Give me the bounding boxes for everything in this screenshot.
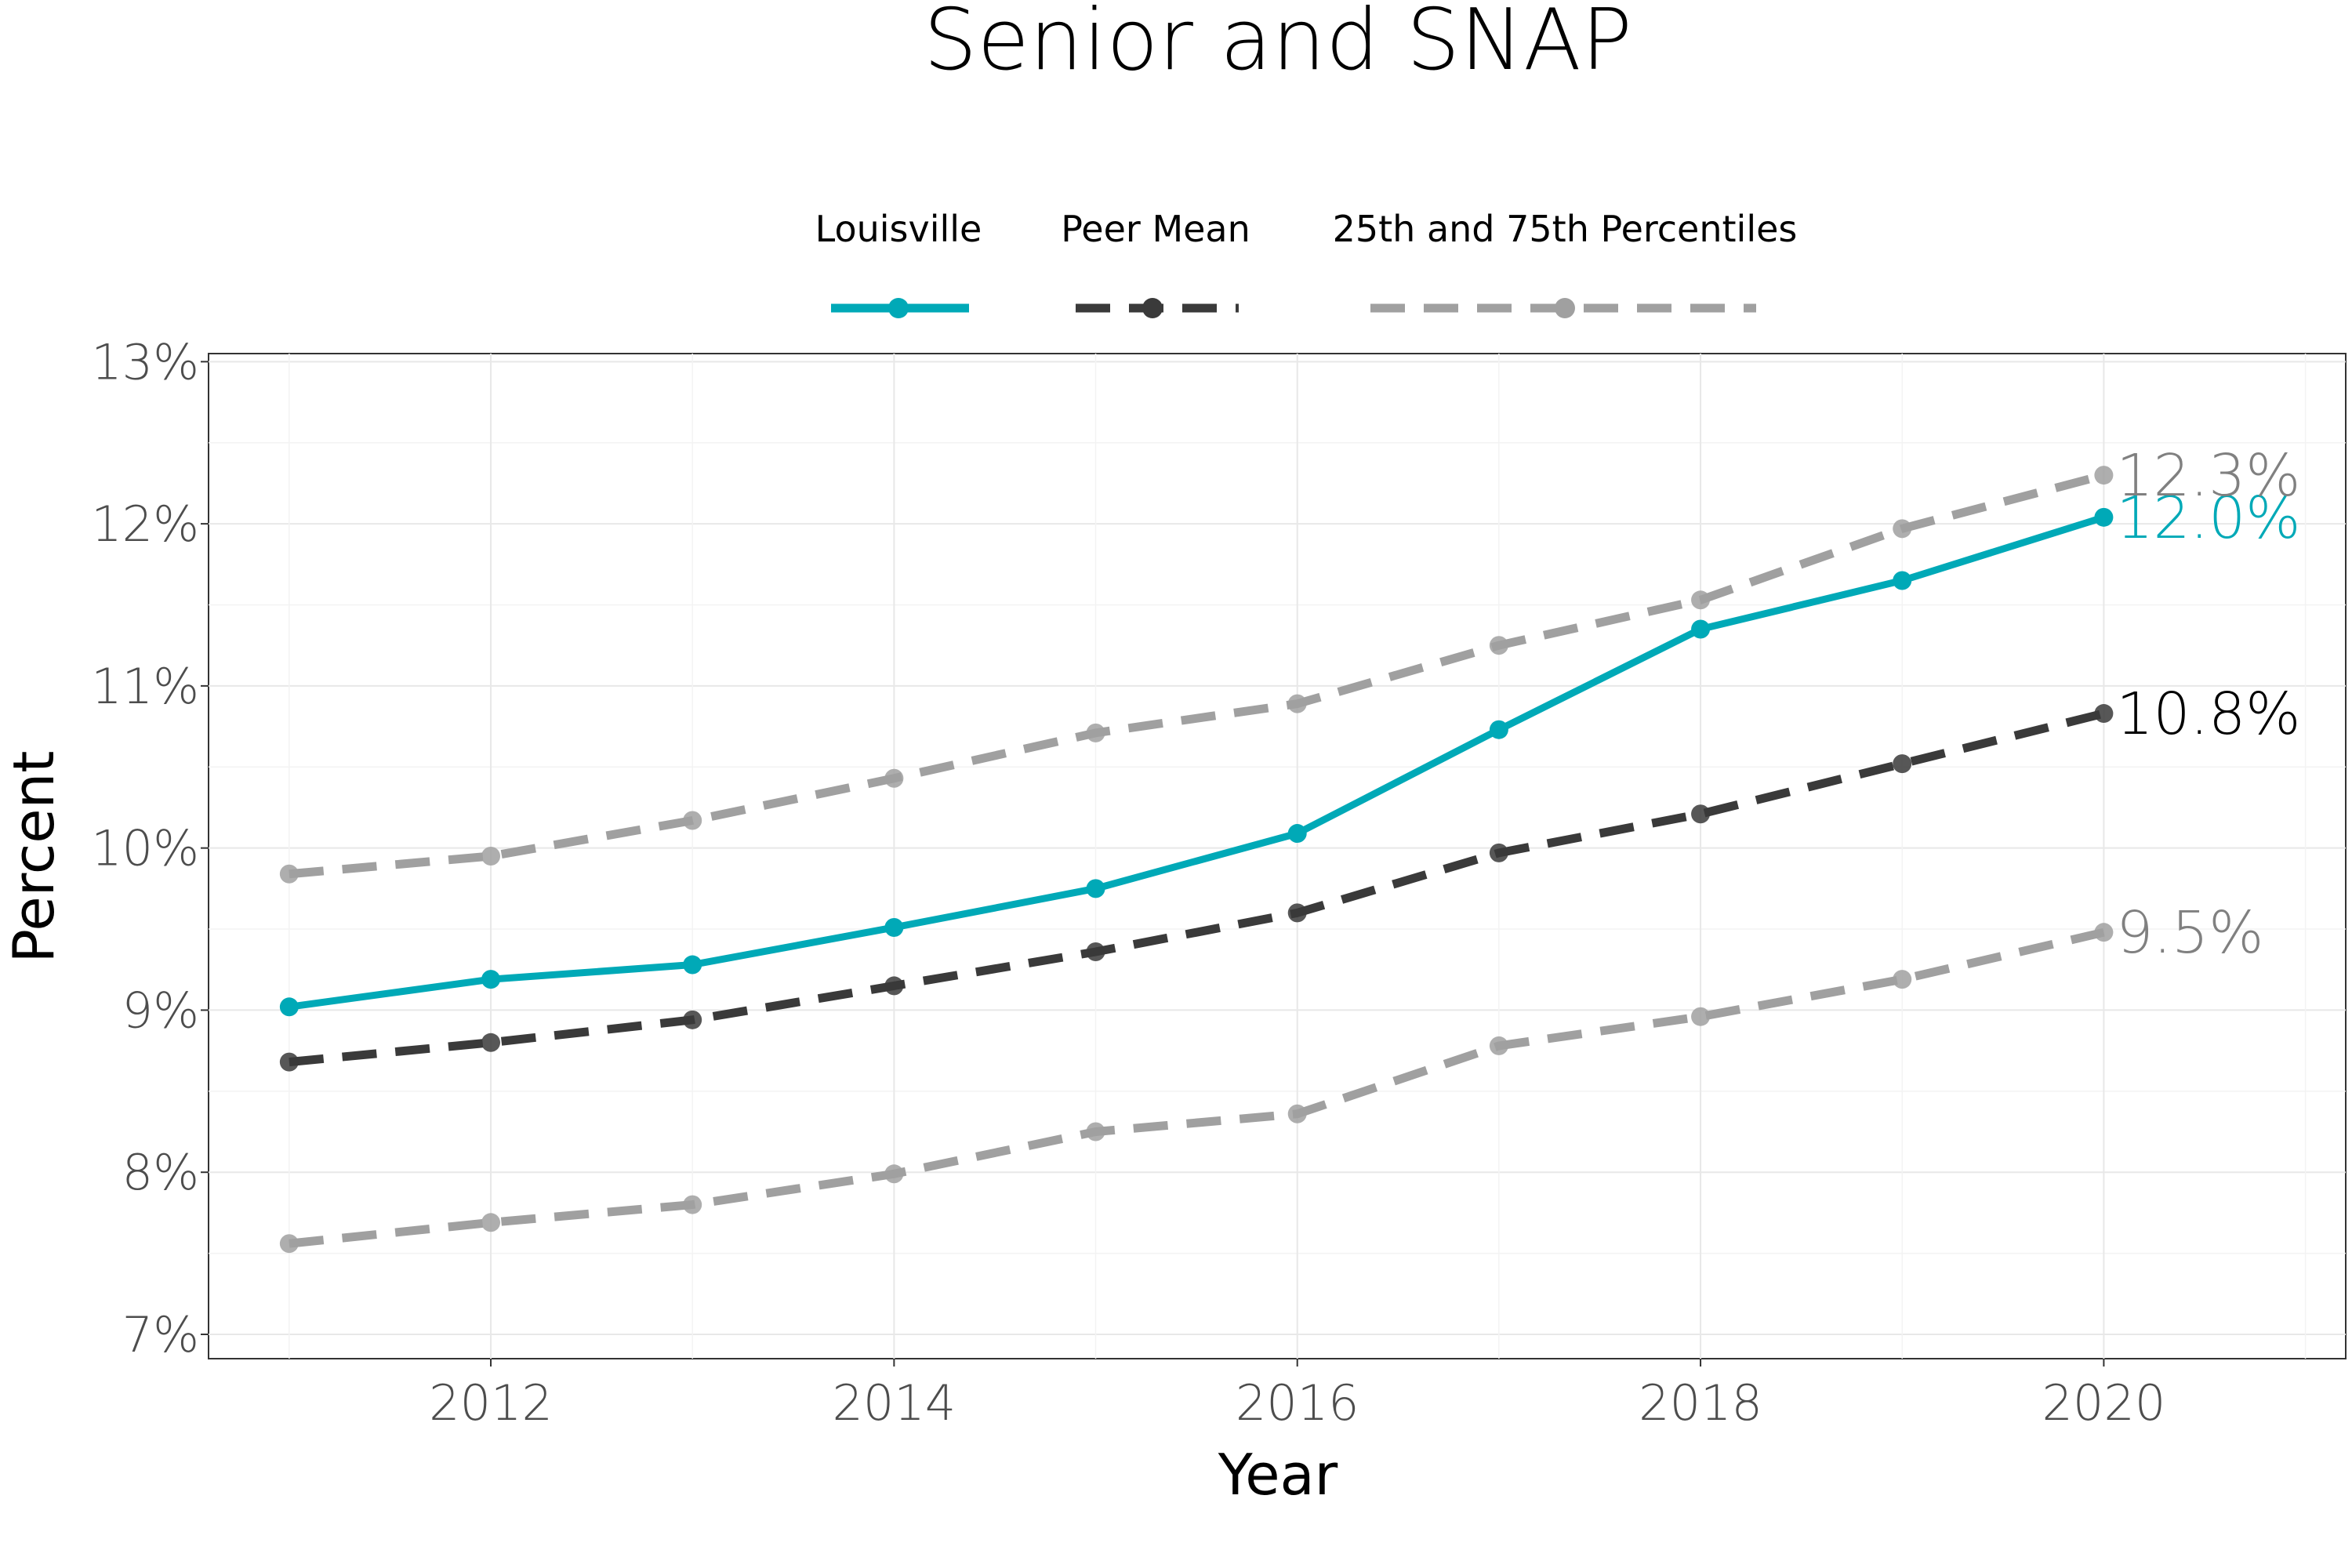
legend-key-2	[1076, 298, 1239, 318]
legend-key-point	[1142, 298, 1163, 318]
end-label: 12.3%	[2116, 442, 2300, 510]
data-point	[1287, 694, 1307, 713]
data-point	[279, 1234, 299, 1254]
legend-label-peer-mean: Peer Mean	[1061, 208, 1250, 250]
data-point	[884, 1164, 904, 1184]
chart-title: Senior and SNAP	[924, 0, 1632, 89]
data-point	[683, 1010, 702, 1029]
legend-label-percentiles: 25th and 75th Percentiles	[1333, 208, 1798, 250]
series-louisville	[279, 507, 2114, 1017]
end-label: 9.5%	[2116, 899, 2263, 967]
y-tick-label: 10%	[91, 820, 199, 877]
series-line	[289, 470, 2105, 879]
data-point	[2094, 466, 2114, 485]
data-point	[481, 847, 501, 866]
y-tick-label: 7%	[122, 1306, 199, 1363]
data-point	[1086, 942, 1105, 961]
series-layer: 12.0% 10.8% 12.3% 9.5%	[279, 442, 2300, 1254]
data-point	[884, 768, 904, 788]
data-point	[279, 997, 299, 1017]
series-75th-percentile	[279, 466, 2114, 884]
y-tick-label: 11%	[91, 658, 199, 715]
axes: 7% 8% 9% 10% 11% 12% 13% 2012 2014 2016 2018 2020	[91, 333, 2165, 1432]
data-point	[1691, 590, 1711, 610]
legend: Louisville Peer Mean 25th and 75th Perce…	[815, 208, 1798, 318]
legend-key-point	[1555, 298, 1575, 318]
data-point	[1893, 970, 1912, 989]
end-label: 10.8%	[2116, 681, 2300, 748]
data-point	[279, 1052, 299, 1072]
y-tick-label: 13%	[91, 333, 199, 390]
data-point	[884, 917, 904, 937]
data-point	[1691, 804, 1711, 824]
series-peer-mean	[279, 704, 2114, 1072]
x-tick-label: 2018	[1639, 1374, 1762, 1432]
x-tick-label: 2016	[1236, 1374, 1359, 1432]
data-point	[1893, 571, 1912, 590]
series-line	[289, 709, 2105, 1067]
data-point	[1287, 824, 1307, 844]
y-tick-label: 9%	[122, 982, 199, 1039]
data-point	[2094, 923, 2114, 942]
data-point	[884, 976, 904, 996]
series-line	[289, 927, 2105, 1248]
data-point	[683, 1195, 702, 1214]
data-point	[2094, 704, 2114, 724]
data-point	[1691, 1007, 1711, 1026]
end-label: 12.0%	[2116, 485, 2300, 552]
data-point	[1893, 754, 1912, 774]
data-point	[1489, 720, 1508, 739]
data-point	[1489, 1036, 1508, 1055]
legend-key-3	[1370, 298, 1756, 318]
data-point	[1489, 843, 1508, 862]
y-tick-label: 12%	[91, 495, 199, 553]
data-point	[1489, 636, 1508, 655]
data-point	[1287, 1104, 1307, 1123]
data-point	[683, 955, 702, 975]
legend-label-louisville: Louisville	[815, 208, 982, 250]
data-point	[481, 1213, 501, 1232]
x-tick-label: 2012	[429, 1374, 553, 1432]
data-point	[1086, 1122, 1105, 1142]
data-point	[481, 1033, 501, 1052]
data-point	[683, 811, 702, 830]
data-point	[1086, 879, 1105, 898]
data-point	[1086, 723, 1105, 742]
y-tick-label: 8%	[122, 1144, 199, 1201]
x-tick-label: 2014	[832, 1374, 956, 1432]
data-point	[1287, 903, 1307, 923]
series-line	[285, 514, 2107, 1011]
data-point	[2094, 507, 2114, 527]
plot-panel	[208, 353, 2347, 1359]
legend-key-1	[831, 298, 969, 318]
data-point	[1691, 619, 1711, 639]
series-25th-percentile	[279, 923, 2114, 1254]
y-axis-label: Percent	[1, 751, 67, 964]
legend-key-point	[888, 298, 909, 318]
x-tick-label: 2020	[2042, 1374, 2165, 1432]
data-point	[481, 970, 501, 989]
data-point	[279, 864, 299, 884]
x-axis-label: Year	[1218, 1442, 1338, 1508]
data-point	[1893, 519, 1912, 539]
